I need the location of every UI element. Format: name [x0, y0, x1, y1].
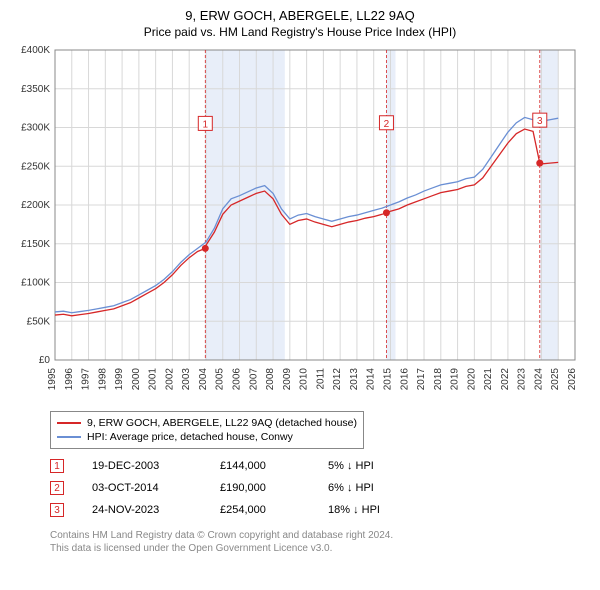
svg-text:2007: 2007 [248, 368, 259, 391]
legend-item: HPI: Average price, detached house, Conw… [57, 430, 357, 444]
svg-text:£0: £0 [39, 355, 51, 366]
footer-attribution: Contains HM Land Registry data © Crown c… [50, 529, 590, 555]
annotation-row: 3 24-NOV-2023 £254,000 18% ↓ HPI [50, 499, 550, 521]
svg-text:1: 1 [203, 119, 209, 130]
svg-text:£150K: £150K [21, 239, 50, 250]
legend-item: 9, ERW GOCH, ABERGELE, LL22 9AQ (detache… [57, 416, 357, 430]
svg-text:1998: 1998 [97, 368, 108, 391]
legend-label: 9, ERW GOCH, ABERGELE, LL22 9AQ (detache… [87, 417, 357, 429]
footer-line-1: Contains HM Land Registry data © Crown c… [50, 529, 590, 542]
annotation-date: 03-OCT-2014 [92, 482, 192, 494]
svg-text:2001: 2001 [148, 368, 159, 391]
svg-text:2026: 2026 [567, 368, 578, 391]
svg-text:£400K: £400K [21, 45, 50, 56]
svg-text:£100K: £100K [21, 278, 50, 289]
svg-text:£350K: £350K [21, 84, 50, 95]
legend-swatch [57, 436, 81, 438]
annotation-price: £144,000 [220, 460, 300, 472]
chart-subtitle: Price paid vs. HM Land Registry's House … [10, 25, 590, 39]
svg-text:1996: 1996 [64, 368, 75, 391]
chart-area: £0 £50K £100K £150K £200K £250K £300K £350K £400… [10, 45, 590, 405]
svg-text:2003: 2003 [181, 368, 192, 391]
svg-text:2015: 2015 [382, 368, 393, 391]
svg-text:2012: 2012 [332, 368, 343, 391]
line-chart-svg: £0 £50K £100K £150K £200K £250K £300K £350K £400… [10, 45, 590, 405]
svg-text:2013: 2013 [349, 368, 360, 391]
svg-text:2018: 2018 [433, 368, 444, 391]
legend-label: HPI: Average price, detached house, Conw… [87, 431, 293, 443]
svg-text:2010: 2010 [299, 368, 310, 391]
svg-text:£200K: £200K [21, 200, 50, 211]
svg-text:2025: 2025 [550, 368, 561, 391]
svg-text:1995: 1995 [47, 368, 58, 391]
svg-text:2009: 2009 [282, 368, 293, 391]
svg-text:£50K: £50K [27, 316, 51, 327]
svg-text:£250K: £250K [21, 161, 50, 172]
chart-container: 9, ERW GOCH, ABERGELE, LL22 9AQ Price pa… [0, 0, 600, 590]
svg-text:2005: 2005 [215, 368, 226, 391]
svg-text:2017: 2017 [416, 368, 427, 391]
svg-text:1999: 1999 [114, 368, 125, 391]
svg-text:2000: 2000 [131, 368, 142, 391]
svg-text:2021: 2021 [483, 368, 494, 391]
svg-text:1997: 1997 [81, 368, 92, 391]
svg-text:2011: 2011 [315, 368, 326, 390]
annotation-diff: 6% ↓ HPI [328, 482, 428, 494]
annotation-row: 2 03-OCT-2014 £190,000 6% ↓ HPI [50, 477, 550, 499]
svg-text:£300K: £300K [21, 123, 50, 134]
annotation-price: £254,000 [220, 504, 300, 516]
svg-text:2022: 2022 [500, 368, 511, 391]
annotations-table: 1 19-DEC-2003 £144,000 5% ↓ HPI 2 03-OCT-2014… [50, 455, 550, 521]
annotation-marker-box: 3 [50, 503, 64, 517]
annotation-diff: 18% ↓ HPI [328, 504, 428, 516]
svg-text:2004: 2004 [198, 368, 209, 391]
svg-text:2002: 2002 [164, 368, 175, 391]
legend-swatch [57, 422, 81, 424]
svg-text:2: 2 [384, 119, 390, 130]
annotation-date: 19-DEC-2003 [92, 460, 192, 472]
svg-text:2008: 2008 [265, 368, 276, 391]
annotation-price: £190,000 [220, 482, 300, 494]
chart-title: 9, ERW GOCH, ABERGELE, LL22 9AQ [10, 8, 590, 23]
svg-text:2019: 2019 [450, 368, 461, 391]
footer-line-2: This data is licensed under the Open Gov… [50, 542, 590, 555]
annotation-date: 24-NOV-2023 [92, 504, 192, 516]
svg-text:2016: 2016 [399, 368, 410, 391]
annotation-marker-box: 2 [50, 481, 64, 495]
annotation-marker-box: 1 [50, 459, 64, 473]
svg-text:3: 3 [537, 116, 543, 127]
svg-text:2014: 2014 [366, 368, 377, 391]
legend: 9, ERW GOCH, ABERGELE, LL22 9AQ (detache… [50, 411, 364, 449]
svg-text:2006: 2006 [232, 368, 243, 391]
annotation-row: 1 19-DEC-2003 £144,000 5% ↓ HPI [50, 455, 550, 477]
svg-text:2023: 2023 [517, 368, 528, 391]
svg-text:2020: 2020 [466, 368, 477, 391]
svg-text:2024: 2024 [533, 368, 544, 391]
annotation-diff: 5% ↓ HPI [328, 460, 428, 472]
